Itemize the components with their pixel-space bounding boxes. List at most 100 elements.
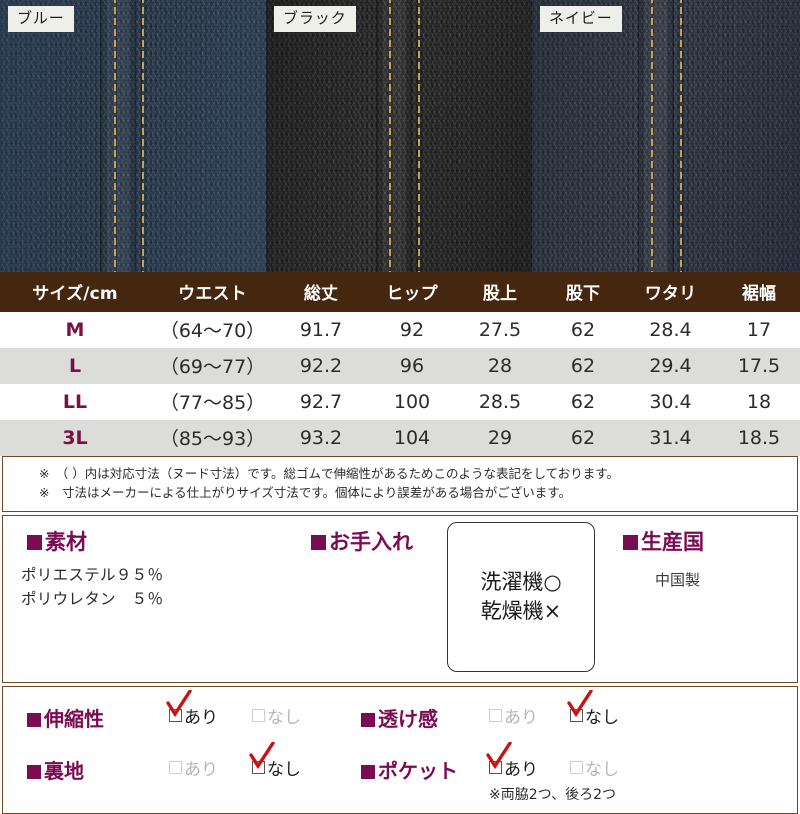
cell-hip: 92	[367, 312, 457, 348]
size-table: サイズ/cm ウエスト 総丈 ヒップ 股上 股下 ワタリ 裾幅 M （64〜70…	[0, 272, 800, 456]
column-header-hem: 裾幅	[718, 272, 800, 312]
square-bullet-icon	[311, 535, 326, 550]
cell-length: 92.7	[275, 384, 367, 420]
pocket-note: ※両脇2つ、後ろ2つ	[489, 787, 616, 803]
checkbox-pocket-yes-label: あり	[504, 760, 538, 780]
checkbox-sheerness-yes[interactable]: あり	[489, 703, 538, 728]
cell-rise: 28	[457, 348, 543, 384]
column-header-inseam: 股下	[543, 272, 623, 312]
checkbox-pocket-yes[interactable]: あり	[486, 742, 538, 780]
checkbox-stretch-no-label: なし	[267, 708, 301, 728]
color-swatch-strip: ブルー ブラック ネイビー	[0, 0, 800, 272]
cell-size: LL	[0, 384, 150, 420]
material-line-2: ポリウレタン ５％	[21, 590, 164, 609]
feature-stretch-label-text: 伸縮性	[44, 707, 104, 731]
cell-rise: 29	[457, 420, 543, 456]
swatch-blue: ブルー	[0, 0, 266, 272]
feature-stretch: 伸縮性 あり なし	[27, 690, 301, 732]
feature-pocket-label-text: ポケット	[378, 759, 458, 783]
square-bullet-icon	[27, 535, 42, 550]
feature-pocket: ポケット あり なし	[361, 742, 619, 784]
care-instructions-box: 洗濯機○ 乾燥機×	[447, 522, 595, 672]
stitch-line	[651, 0, 653, 272]
stitch-line	[418, 0, 420, 272]
cell-size: 3L	[0, 420, 150, 456]
table-row: M （64〜70） 91.7 92 27.5 62 28.4 17	[0, 312, 800, 348]
square-bullet-icon	[361, 713, 375, 727]
cell-size: L	[0, 348, 150, 384]
checkbox-stretch-yes[interactable]: あり	[166, 690, 218, 728]
cell-waist: （64〜70）	[150, 312, 275, 348]
checkbox-stretch-no[interactable]: なし	[252, 703, 301, 728]
cell-rise: 28.5	[457, 384, 543, 420]
denim-tint	[532, 0, 800, 272]
square-bullet-icon	[27, 713, 41, 727]
material-list: ポリエステル９５％ ポリウレタン ５％	[21, 563, 163, 611]
feature-sheerness-label-text: 透け感	[378, 707, 438, 731]
origin-value: 中国製	[655, 571, 701, 589]
cell-hip: 104	[367, 420, 457, 456]
cell-thigh: 28.4	[623, 312, 718, 348]
checkbox-lining-no-label: なし	[267, 760, 301, 780]
cell-hip: 100	[367, 384, 457, 420]
seam-panel	[638, 0, 674, 272]
swatch-label-navy: ネイビー	[540, 6, 622, 32]
denim-tint	[0, 0, 266, 272]
column-header-size: サイズ/cm	[0, 272, 150, 312]
checkbox-pocket-no-label: なし	[585, 760, 619, 780]
cell-hem: 17	[718, 312, 800, 348]
cell-inseam: 62	[543, 312, 623, 348]
feature-checklist-panel: 伸縮性 あり なし 透け感 あり なし	[2, 686, 798, 814]
checkbox-box-icon	[169, 761, 182, 774]
stitch-line	[389, 0, 391, 272]
checkbox-pocket-no[interactable]: なし	[570, 755, 619, 780]
feature-sheerness-label: 透け感	[361, 703, 465, 732]
material-line-1: ポリエステル９５％	[21, 566, 164, 584]
cell-length: 92.2	[275, 348, 367, 384]
square-bullet-icon	[27, 765, 41, 779]
cell-size: M	[0, 312, 150, 348]
note-line-1: ※ （ ）内は対応寸法（ヌード寸法）です。総ゴムで伸縮性があるためこのような表記…	[39, 466, 619, 481]
swatch-black: ブラック	[266, 0, 532, 272]
checkbox-box-icon	[252, 709, 265, 722]
stitch-line	[680, 0, 682, 272]
care-line-washing: 洗濯機○	[480, 569, 562, 594]
material-heading-label: 素材	[45, 530, 87, 554]
feature-lining-label-text: 裏地	[44, 759, 84, 783]
origin-heading-label: 生産国	[641, 530, 704, 554]
column-header-hip: ヒップ	[367, 272, 457, 312]
cell-inseam: 62	[543, 348, 623, 384]
cell-inseam: 62	[543, 420, 623, 456]
cell-hem: 17.5	[718, 348, 800, 384]
checkbox-box-icon	[489, 709, 502, 722]
cell-length: 91.7	[275, 312, 367, 348]
checkbox-sheerness-no-label: なし	[585, 708, 619, 728]
size-table-body: M （64〜70） 91.7 92 27.5 62 28.4 17 L （69〜…	[0, 312, 800, 456]
feature-sheerness: 透け感 あり なし	[361, 690, 619, 732]
column-header-waist: ウエスト	[150, 272, 275, 312]
checkbox-lining-yes-label: あり	[184, 760, 218, 780]
checkbox-sheerness-no[interactable]: なし	[567, 690, 619, 728]
checkbox-box-icon	[252, 761, 265, 774]
seam-panel	[376, 0, 412, 272]
care-line-drying: 乾燥機×	[480, 599, 562, 623]
cell-waist: （77〜85）	[150, 384, 275, 420]
checkbox-box-icon	[570, 709, 583, 722]
checkbox-lining-yes[interactable]: あり	[169, 755, 218, 780]
origin-heading: 生産国	[623, 526, 704, 556]
square-bullet-icon	[623, 535, 638, 550]
cell-waist: （69〜77）	[150, 348, 275, 384]
cell-thigh: 31.4	[623, 420, 718, 456]
checkbox-box-icon	[570, 761, 583, 774]
cell-rise: 27.5	[457, 312, 543, 348]
table-row: LL （77〜85） 92.7 100 28.5 62 30.4 18	[0, 384, 800, 420]
swatch-label-blue: ブルー	[8, 6, 74, 32]
feature-stretch-label: 伸縮性	[27, 703, 143, 732]
size-table-head: サイズ/cm ウエスト 総丈 ヒップ 股上 股下 ワタリ 裾幅	[0, 272, 800, 312]
size-notes-panel: ※ （ ）内は対応寸法（ヌード寸法）です。総ゴムで伸縮性があるためこのような表記…	[2, 456, 798, 512]
checkbox-box-icon	[169, 709, 182, 722]
swatch-label-black: ブラック	[274, 6, 356, 32]
feature-pocket-label: ポケット	[361, 755, 489, 784]
checkbox-lining-no[interactable]: なし	[249, 742, 301, 780]
